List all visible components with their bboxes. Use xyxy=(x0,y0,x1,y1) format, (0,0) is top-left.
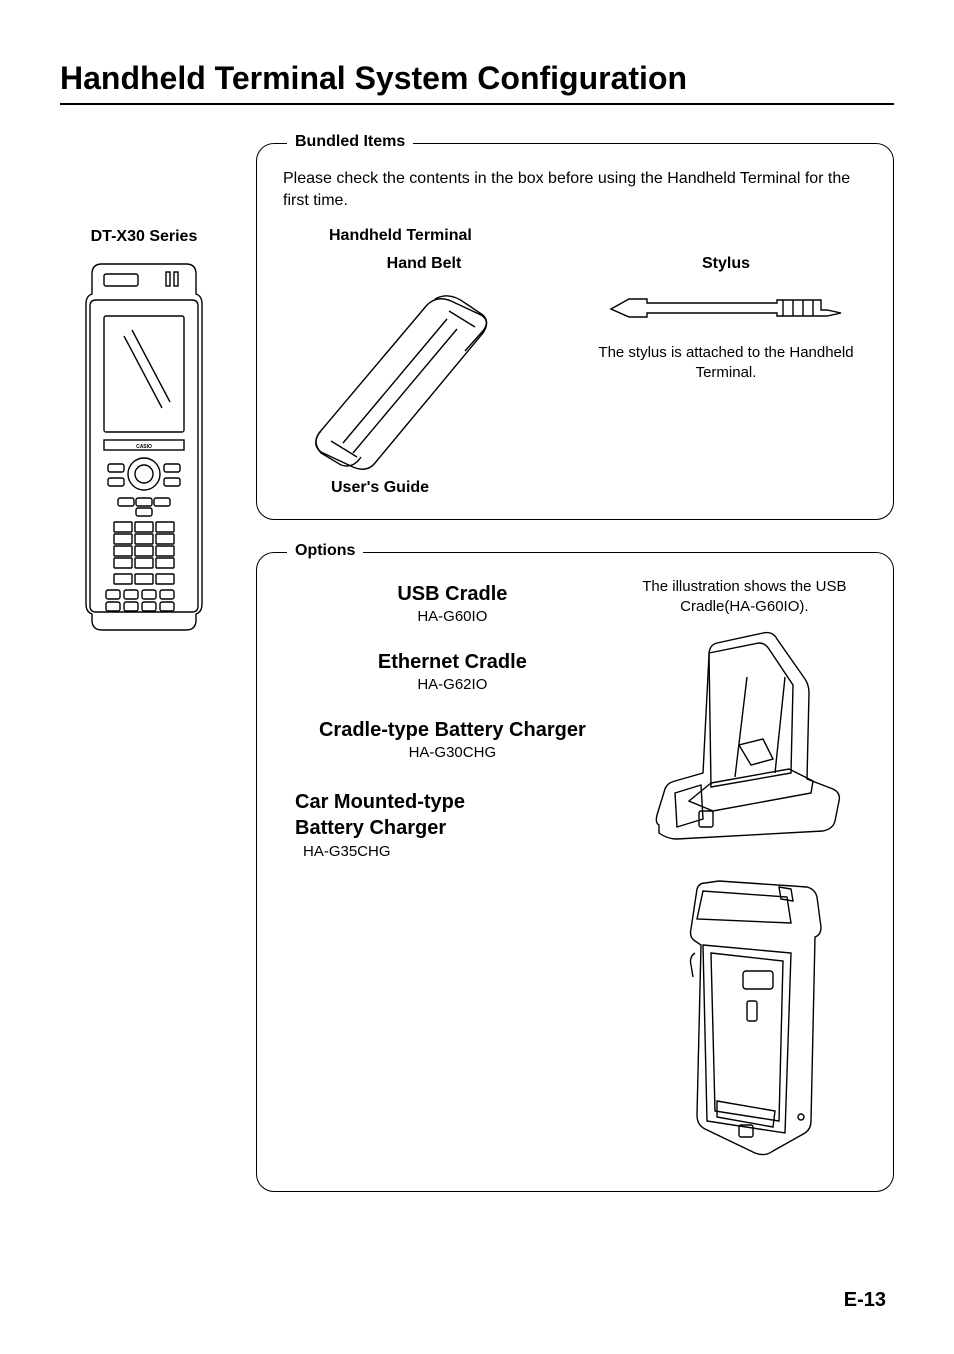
terminal-illustration: CASIO xyxy=(74,258,214,638)
title-rule xyxy=(60,103,894,105)
option-usb-cradle: USB Cradle HA-G60IO xyxy=(283,583,622,625)
option-model: HA-G35CHG xyxy=(303,843,622,860)
stylus-note: The stylus is attached to the Handheld T… xyxy=(585,343,867,384)
page-number: E-13 xyxy=(844,1289,886,1312)
svg-text:CASIO: CASIO xyxy=(136,444,152,450)
stylus-label: Stylus xyxy=(585,255,867,273)
option-title: Cradle-type Battery Charger xyxy=(283,719,622,742)
bundle-row: Hand Belt xyxy=(283,255,867,473)
page: Handheld Terminal System Configuration D… xyxy=(0,0,954,1354)
hand-belt-cell: Hand Belt xyxy=(283,255,565,473)
option-model: HA-G62IO xyxy=(283,676,622,693)
option-title: Car Mounted-typeBattery Charger xyxy=(295,789,622,841)
option-model: HA-G60IO xyxy=(283,608,622,625)
options-left: USB Cradle HA-G60IO Ethernet Cradle HA-G… xyxy=(283,577,622,1164)
options-right: The illustration shows the USB Cradle(HA… xyxy=(622,577,867,1164)
stylus-cell: Stylus The stylus is attached to the Han… xyxy=(585,255,867,473)
hand-belt-illustration xyxy=(283,283,503,473)
option-title: USB Cradle xyxy=(283,583,622,606)
right-column: Bundled Items Please check the contents … xyxy=(256,143,894,1224)
option-title: Ethernet Cradle xyxy=(283,651,622,674)
usb-cradle-illustration xyxy=(639,625,849,855)
car-charger-illustration xyxy=(659,873,829,1163)
series-label: DT-X30 Series xyxy=(60,228,228,246)
bundle-description: Please check the contents in the box bef… xyxy=(283,168,867,213)
hand-belt-label: Hand Belt xyxy=(283,255,565,273)
users-guide-label: User's Guide xyxy=(331,479,867,497)
option-title-text: Car Mounted-typeBattery Charger xyxy=(295,791,465,839)
cradle-note: The illustration shows the USB Cradle(HA… xyxy=(622,577,867,618)
options-body: USB Cradle HA-G60IO Ethernet Cradle HA-G… xyxy=(283,577,867,1164)
options-group: Options USB Cradle HA-G60IO Ethernet Cra… xyxy=(256,552,894,1193)
bundle-terminal-label: Handheld Terminal xyxy=(329,227,867,245)
page-title: Handheld Terminal System Configuration xyxy=(60,60,894,97)
option-model: HA-G30CHG xyxy=(283,744,622,761)
bundle-group: Bundled Items Please check the contents … xyxy=(256,143,894,520)
left-column: DT-X30 Series xyxy=(60,143,228,1224)
option-car-charger: Car Mounted-typeBattery Charger HA-G35CH… xyxy=(283,789,622,860)
options-legend: Options xyxy=(287,542,363,560)
stylus-illustration xyxy=(601,287,851,327)
option-cradle-charger: Cradle-type Battery Charger HA-G30CHG xyxy=(283,719,622,761)
content-row: DT-X30 Series xyxy=(60,143,894,1224)
option-ethernet-cradle: Ethernet Cradle HA-G62IO xyxy=(283,651,622,693)
bundle-legend: Bundled Items xyxy=(287,133,413,151)
